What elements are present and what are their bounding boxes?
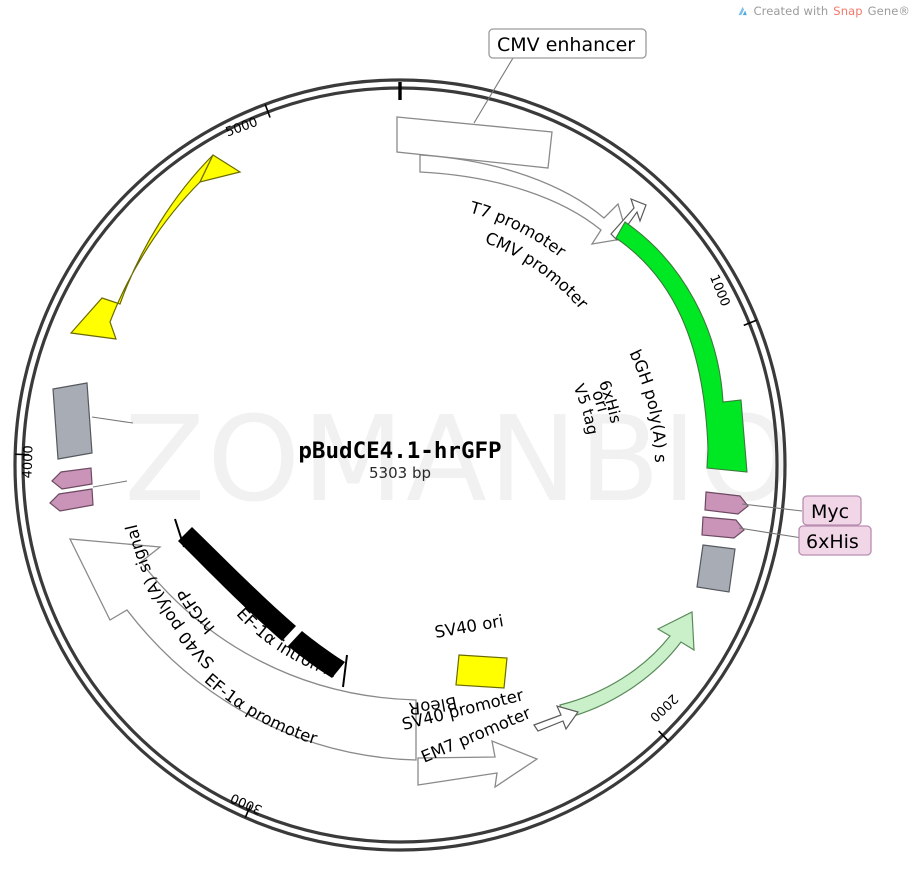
feature-ef1a-promoter[interactable] bbox=[68, 538, 417, 761]
callout-cmv-enhancer[interactable]: CMV enhancer bbox=[473, 28, 647, 124]
leader-bgh-polya bbox=[91, 416, 134, 424]
attribution-prefix: Created with bbox=[753, 4, 829, 18]
callout-label-6xhis: 6xHis bbox=[806, 531, 859, 553]
callout-label-myc: Myc bbox=[811, 501, 849, 523]
tick-label-2000: 2000 bbox=[646, 691, 680, 725]
tick-label-4000: 4000 bbox=[20, 445, 36, 479]
snapgene-attribution: Created with Snap Gene® bbox=[736, 4, 910, 18]
feature-cmv-promoter[interactable] bbox=[419, 154, 629, 245]
feature-bleor[interactable] bbox=[559, 611, 695, 720]
plasmid-size: 5303 bp bbox=[369, 464, 431, 482]
leader-myc bbox=[741, 503, 803, 512]
label-sv40-ori: SV40 ori bbox=[433, 611, 505, 642]
plasmid-name: pBudCE4.1-hrGFP bbox=[298, 438, 501, 464]
feature-v5-tag[interactable] bbox=[49, 488, 94, 512]
snapgene-logo-icon bbox=[737, 6, 747, 15]
feature-6xhis-right[interactable] bbox=[701, 516, 745, 539]
feature-sv40-promoter[interactable] bbox=[417, 739, 539, 789]
feature-sv40-ori[interactable] bbox=[455, 654, 508, 689]
feature-em7-promoter[interactable] bbox=[533, 705, 579, 732]
feature-6xhis-left[interactable] bbox=[51, 467, 93, 490]
watermark-text: ZOMANBIO bbox=[124, 390, 793, 528]
callout-6xhis[interactable]: 6xHis bbox=[738, 525, 872, 556]
feature-bgh-polya-signal[interactable] bbox=[52, 382, 93, 460]
feature-hrgfp[interactable] bbox=[615, 221, 748, 473]
attribution-brand-gene: Gene® bbox=[867, 4, 910, 18]
callout-label-cmv-enhancer: CMV enhancer bbox=[497, 34, 635, 56]
feature-ori[interactable] bbox=[69, 154, 242, 340]
feature-sv40-polya-signal[interactable] bbox=[696, 544, 736, 593]
feature-ef1a-intron-a[interactable] bbox=[174, 518, 348, 688]
callout-myc[interactable]: Myc bbox=[741, 495, 862, 526]
feature-myc[interactable] bbox=[704, 491, 749, 515]
feature-cmv-enhancer[interactable] bbox=[396, 116, 553, 169]
leader-6xhis bbox=[738, 527, 803, 539]
leader-cmv-enhancer bbox=[473, 57, 514, 124]
leader-6xhis-left bbox=[92, 480, 128, 488]
attribution-brand-snap: Snap bbox=[833, 4, 863, 18]
